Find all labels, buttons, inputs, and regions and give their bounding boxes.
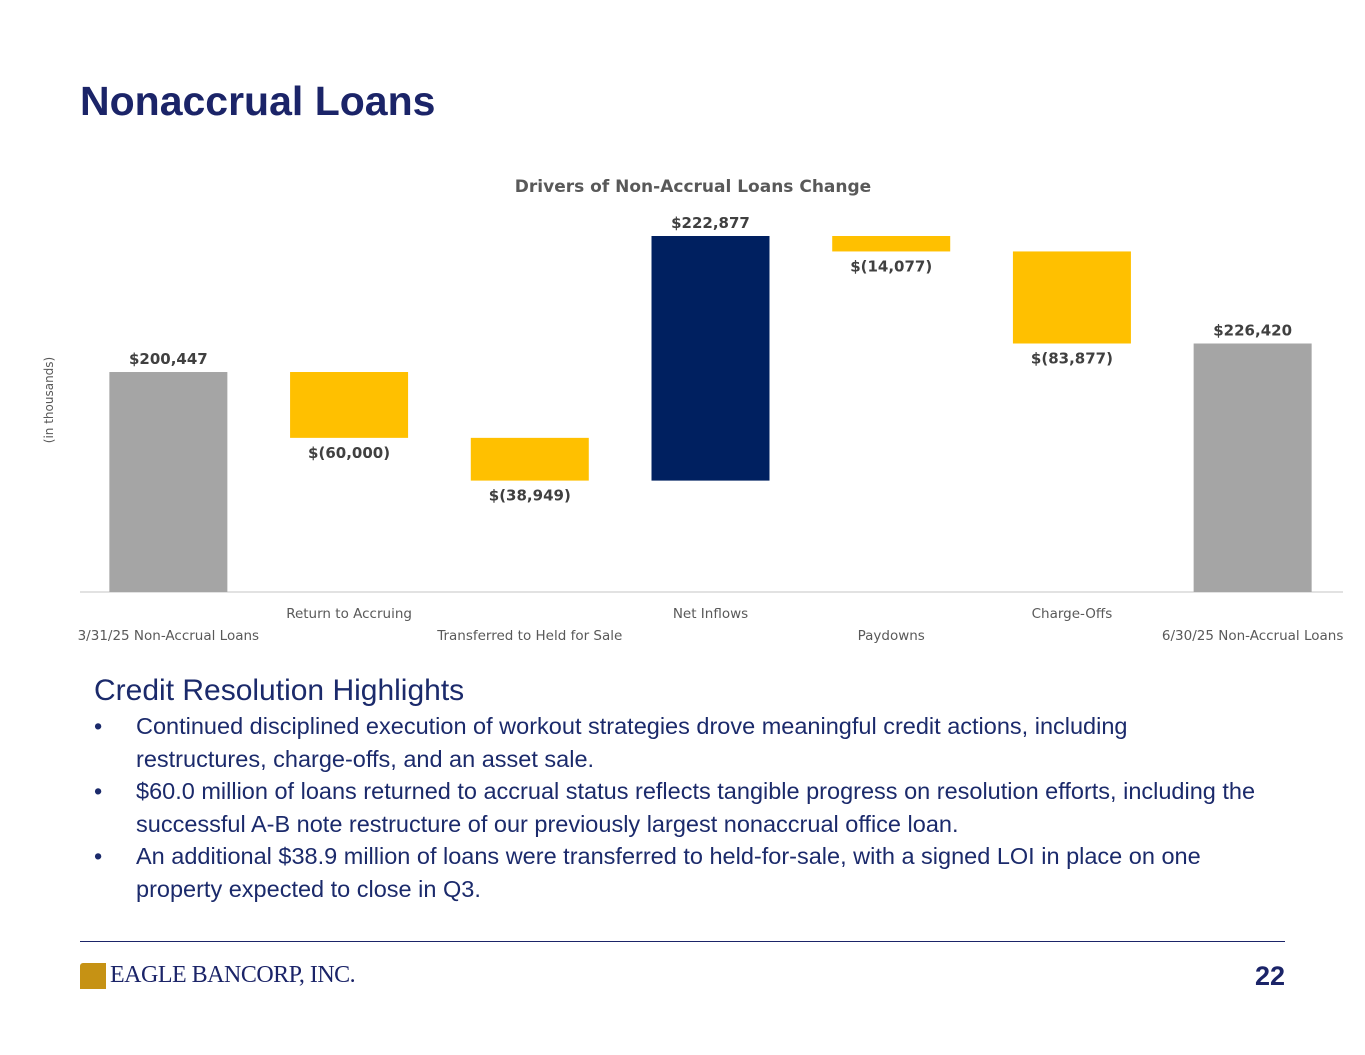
bar: [470, 437, 589, 481]
bar: [651, 236, 770, 481]
slide-title: Nonaccrual Loans: [80, 78, 436, 124]
value-label: $226,420: [1213, 322, 1292, 340]
highlights: Credit Resolution Highlights Continued d…: [94, 674, 1264, 905]
x-tick-label: Return to Accruing: [286, 606, 412, 622]
bullet-list: Continued disciplined execution of worko…: [94, 710, 1264, 905]
value-label: $(83,877): [1031, 350, 1113, 368]
logo: EAGLE BANCORP, INC.: [80, 962, 356, 989]
x-tick-label: Charge-Offs: [1032, 606, 1113, 622]
chart: Drivers of Non-Accrual Loans Change (in …: [42, 177, 1344, 644]
value-label: $222,877: [671, 214, 750, 232]
footer-rule: [80, 941, 1285, 942]
x-tick-label: 3/31/25 Non-Accrual Loans: [78, 628, 260, 644]
bullet: An additional $38.9 million of loans wer…: [94, 840, 1261, 905]
value-label: $(38,949): [489, 487, 571, 505]
bar: [109, 372, 228, 592]
x-tick-label: Paydowns: [858, 628, 925, 644]
bullet: Continued disciplined execution of worko…: [94, 710, 1261, 775]
value-label: $200,447: [129, 350, 208, 368]
value-label: $(14,077): [850, 257, 932, 275]
y-axis-label: (in thousands): [42, 357, 56, 443]
value-label: $(60,000): [308, 444, 390, 462]
x-tick-label: Net Inflows: [673, 606, 748, 622]
bar: [832, 236, 951, 252]
bar: [290, 372, 409, 438]
logo-text: EAGLE BANCORP, INC.: [110, 962, 356, 988]
bar: [1012, 251, 1131, 344]
x-tick-label: 6/30/25 Non-Accrual Loans: [1162, 628, 1344, 644]
bar: [1193, 343, 1312, 592]
bullet: $60.0 million of loans returned to accru…: [94, 775, 1261, 840]
highlights-heading: Credit Resolution Highlights: [94, 674, 465, 707]
logo-mark: [80, 962, 106, 989]
x-tick-label: Transferred to Held for Sale: [436, 628, 622, 644]
chart-title: Drivers of Non-Accrual Loans Change: [515, 177, 871, 197]
page-number: 22: [1254, 961, 1285, 991]
